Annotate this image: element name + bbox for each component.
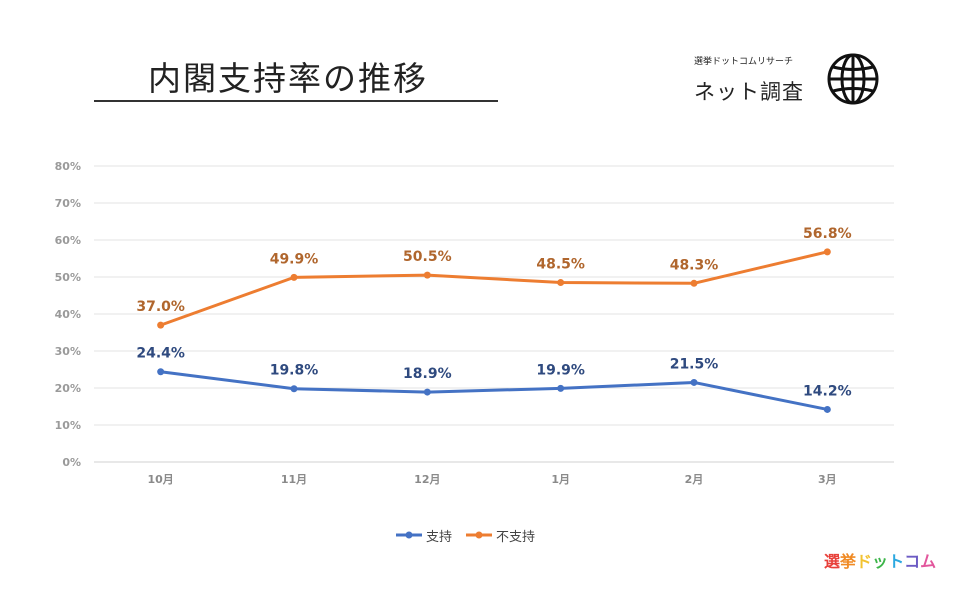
data-point [290,385,298,393]
y-tick-label: 70% [55,197,81,210]
data-label: 56.8% [803,226,852,242]
data-label: 19.8% [270,363,319,379]
data-label: 21.5% [670,356,719,372]
data-label: 50.5% [403,249,452,265]
data-point [290,273,298,281]
senkyo-dotcom-logo: 選挙ドットコム [824,548,936,572]
x-tick-label: 3月 [818,473,837,486]
data-point [157,321,165,329]
x-tick-label: 1月 [551,473,570,486]
logo-char: ド [856,552,873,571]
data-label: 14.2% [803,383,852,399]
data-label: 49.9% [270,251,319,267]
x-tick-label: 2月 [685,473,704,486]
chart-title: 内閣支持率の推移 [148,59,428,98]
x-tick-label: 12月 [414,473,440,486]
brand-subtitle: 選挙ドットコムリサーチ [694,57,794,67]
data-point [690,279,698,287]
data-label: 48.3% [670,257,719,273]
chart-legend: 支持 不支持 [396,526,535,545]
data-label: 37.0% [136,299,185,315]
globe-icon [827,53,879,105]
logo-char: ッ [872,552,889,571]
y-tick-label: 20% [55,382,81,395]
series-line-0 [160,370,828,411]
y-tick-label: 0% [62,456,81,469]
brand-title: ネット調査 [694,80,804,104]
logo-char: 挙 [840,552,857,571]
data-point [557,384,565,392]
y-tick-label: 80% [55,160,81,173]
data-point [690,378,698,386]
data-label: 19.9% [536,362,585,378]
logo-char: コ [904,552,921,571]
legend-label-support: 支持 [426,529,453,545]
logo-char: ム [920,552,937,571]
legend-label-nonsupport: 不支持 [496,529,536,545]
legend-swatch-nonsupport [466,531,493,539]
legend-item-support: 支持 [396,526,452,545]
y-tick-label: 60% [55,234,81,247]
data-label: 18.9% [403,366,452,382]
y-tick-label: 30% [55,345,81,358]
data-point [823,405,831,413]
y-tick-label: 10% [55,419,81,432]
title-underline [94,100,498,102]
data-point [557,279,565,287]
x-tick-label: 11月 [281,473,307,486]
data-label: 48.5% [536,257,585,273]
data-point [157,368,165,376]
x-tick-label: 10月 [148,473,174,486]
series-line-1 [160,250,828,327]
logo-char: ト [888,552,905,571]
data-point [823,248,831,256]
y-tick-label: 50% [55,271,81,284]
legend-item-nonsupport: 不支持 [466,526,535,545]
data-label: 24.4% [136,346,185,362]
legend-swatch-support [396,531,422,539]
logo-char: 選 [824,552,841,571]
data-point [423,271,431,279]
y-tick-label: 40% [55,308,81,321]
data-point [423,388,431,396]
